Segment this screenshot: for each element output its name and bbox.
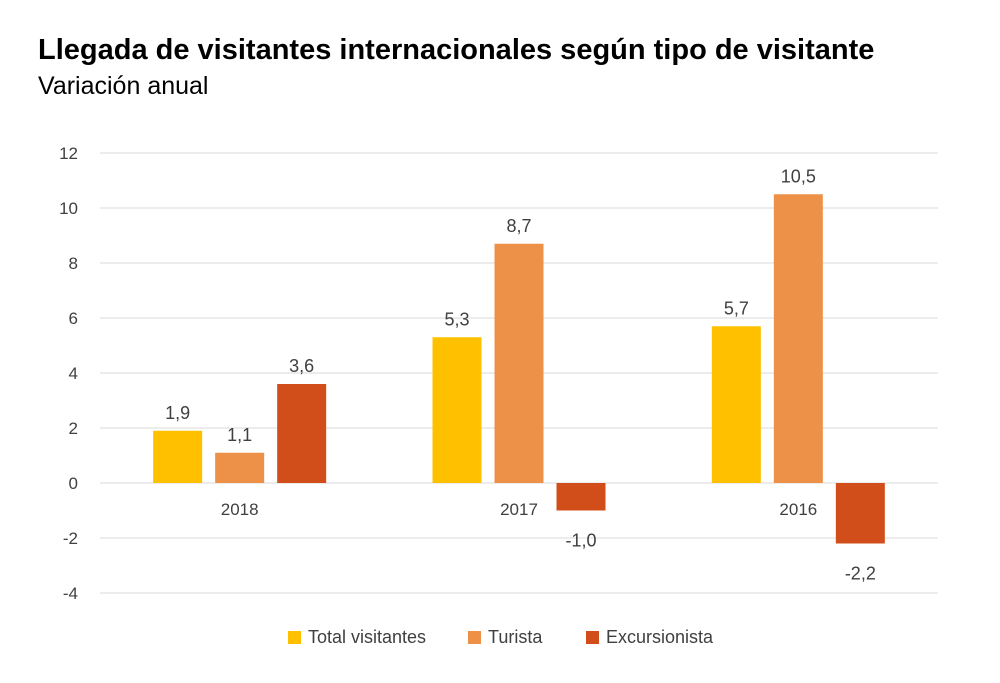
x-category-label: 2016 — [779, 500, 817, 519]
legend-swatch — [586, 631, 599, 644]
y-tick-label: 8 — [69, 254, 78, 273]
chart-subtitle: Variación anual — [38, 72, 209, 100]
bar — [773, 194, 823, 483]
bar — [215, 452, 265, 483]
bar — [835, 483, 885, 544]
bar — [432, 337, 482, 483]
legend-label: Excursionista — [606, 627, 714, 647]
legend-label: Total visitantes — [308, 627, 426, 647]
bar — [277, 384, 327, 483]
x-category-label: 2017 — [500, 500, 538, 519]
x-category-label: 2018 — [221, 500, 259, 519]
y-tick-label: 6 — [69, 309, 78, 328]
data-label: 5,3 — [444, 309, 469, 329]
legend-label: Turista — [488, 627, 543, 647]
y-tick-label: 12 — [59, 144, 78, 163]
y-tick-label: -2 — [63, 529, 78, 548]
data-label: 5,7 — [724, 298, 749, 318]
y-tick-label: 2 — [69, 419, 78, 438]
bar — [153, 430, 203, 483]
data-label: 3,6 — [289, 356, 314, 376]
y-tick-label: 10 — [59, 199, 78, 218]
y-tick-label: 4 — [69, 364, 78, 383]
y-tick-label: -4 — [63, 584, 78, 603]
chart-title: Llegada de visitantes internacionales se… — [38, 34, 875, 66]
bar — [556, 483, 606, 511]
data-label: 8,7 — [506, 216, 531, 236]
data-label: 1,9 — [165, 403, 190, 423]
data-label: 10,5 — [781, 166, 816, 186]
y-tick-label: 0 — [69, 474, 78, 493]
legend-swatch — [288, 631, 301, 644]
bar — [494, 243, 544, 483]
data-label: -2,2 — [845, 564, 876, 584]
data-label: -1,0 — [565, 531, 596, 551]
bar — [711, 326, 761, 483]
legend-swatch — [468, 631, 481, 644]
data-label: 1,1 — [227, 425, 252, 445]
